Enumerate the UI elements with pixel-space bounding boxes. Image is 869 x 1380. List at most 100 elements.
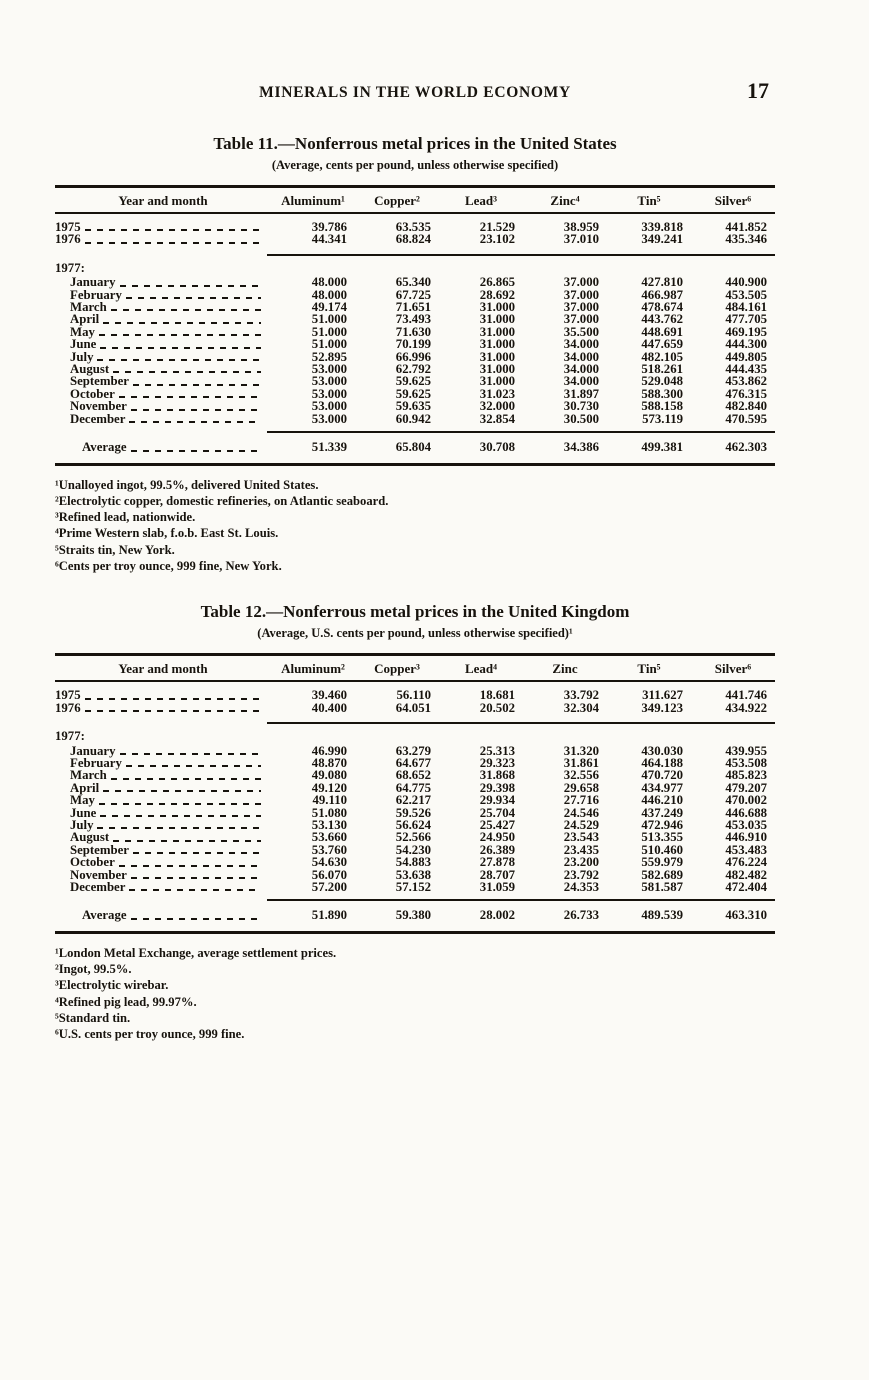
cell-value: 37.000 (563, 300, 599, 315)
cell-value: 33.792 (563, 688, 599, 703)
cell-value: 588.158 (641, 399, 683, 414)
row-label: June (55, 806, 271, 819)
cell-value: 32.304 (563, 700, 599, 715)
table-row-month: December 57.200 57.152 31.059 24.353 581.587 4… (55, 879, 775, 894)
cell-value: 49.174 (311, 300, 347, 315)
column-header: Aluminum² (281, 661, 345, 677)
cell-value: 23.102 (479, 232, 515, 247)
cell-value: 48.000 (311, 287, 347, 302)
cell-value: 64.677 (395, 755, 431, 770)
cell-value: 349.241 (641, 232, 683, 247)
table-row-month: January 48.000 65.340 26.865 37.000 427.810 44… (55, 275, 775, 290)
cell-value: 56.624 (395, 817, 431, 832)
cell-value: 435.346 (725, 232, 767, 247)
row-label-text: 1976 (55, 700, 81, 715)
cell-value: 57.152 (395, 879, 431, 894)
cell-value: 444.435 (725, 362, 767, 377)
cell-value: 510.460 (641, 842, 683, 857)
cell-value: 476.224 (725, 855, 767, 870)
row-label: October (55, 855, 271, 870)
dash-leader (110, 309, 261, 312)
cell-value: 59.380 (395, 908, 431, 923)
dash-leader (98, 802, 261, 805)
cell-value: 37.000 (563, 275, 599, 290)
cell-value: 56.070 (311, 867, 347, 882)
row-label-text: March (70, 768, 107, 783)
cell-value: 446.210 (641, 793, 683, 808)
cell-value: 62.217 (395, 793, 431, 808)
table-row-month: February 48.870 64.677 29.323 31.861 464.188 4… (55, 755, 775, 770)
cell-value: 46.990 (311, 743, 347, 758)
table-row-month: December 53.000 60.942 32.854 30.500 573.119 4… (55, 411, 775, 426)
row-label: February (55, 755, 271, 770)
cell-value: 462.303 (725, 440, 767, 455)
cell-value: 32.854 (479, 411, 515, 426)
cell-value: 476.315 (725, 386, 767, 401)
dash-leader (130, 449, 261, 452)
cell-value: 434.922 (725, 700, 767, 715)
cell-value: 62.792 (395, 362, 431, 377)
dash-leader (103, 321, 261, 324)
dash-leader (125, 297, 261, 300)
footnote: ²Electrolytic copper, domestic refinerie… (55, 493, 389, 508)
row-label: 1975 (55, 220, 271, 234)
row-label-text: February (70, 755, 122, 770)
row-label-text: October (70, 855, 115, 870)
running-head: MINERALS IN THE WORLD ECONOMY (259, 84, 571, 101)
year-rows: 1975 39.786 63.535 21.529 38.959 339.818 441.8… (55, 214, 775, 251)
cell-value: 24.546 (563, 805, 599, 820)
cell-value: 65.340 (395, 275, 431, 290)
row-label: 1975 (55, 689, 271, 702)
cell-value: 311.627 (642, 688, 683, 703)
cell-value: 51.080 (311, 805, 347, 820)
cell-value: 469.195 (725, 324, 767, 339)
cell-value: 59.625 (395, 374, 431, 389)
column-header: Zinc (552, 661, 578, 677)
cell-value: 30.708 (479, 440, 515, 455)
cell-value: 21.529 (479, 220, 515, 234)
row-label: November (55, 868, 271, 881)
row-label: November (55, 400, 271, 413)
row-label: August (55, 362, 271, 376)
cell-value: 453.508 (725, 755, 767, 770)
cell-value: 482.482 (725, 867, 767, 882)
column-header: Silver⁶ (714, 193, 752, 208)
table-12: Year and month Aluminum² Copper³ Lead⁴ Zinc T… (55, 653, 775, 934)
cell-value: 48.000 (311, 275, 347, 290)
cell-value: 437.249 (641, 805, 683, 820)
row-label-text: January (70, 275, 116, 290)
cell-value: 51.339 (311, 440, 347, 455)
cell-value: 31.000 (479, 337, 515, 352)
cell-value: 25.313 (479, 743, 515, 758)
section-year-label: 1977: (55, 261, 775, 274)
table-row-month: October 53.000 59.625 31.023 31.897 588.300 47… (55, 386, 775, 401)
table-11-subtitle: (Average, cents per pound, unless otherw… (271, 158, 559, 172)
dash-leader (130, 917, 261, 920)
cell-value: 443.762 (641, 312, 683, 327)
cell-value: 25.427 (479, 817, 515, 832)
section-year-label: 1977: (55, 729, 775, 742)
cell-value: 34.000 (563, 337, 599, 352)
row-label: January (55, 275, 271, 290)
cell-value: 31.320 (563, 743, 599, 758)
dash-leader (84, 697, 261, 700)
dash-leader (97, 359, 261, 362)
column-header: Copper³ (374, 661, 420, 677)
cell-value: 71.630 (395, 324, 431, 339)
table-row-month: June 51.080 59.526 25.704 24.546 437.249 446.6… (55, 805, 775, 820)
footnote: ⁶U.S. cents per troy ounce, 999 fine. (55, 1027, 245, 1042)
cell-value: 63.535 (395, 220, 431, 234)
cell-value: 24.529 (563, 817, 599, 832)
cell-value: 499.381 (641, 440, 683, 455)
cell-value: 581.587 (641, 879, 683, 894)
cell-value: 26.865 (479, 275, 515, 290)
table-11-title: Table 11.—Nonferrous metal prices in the… (213, 134, 617, 153)
month-rows: January 48.000 65.340 26.865 37.000 427.810 44… (55, 274, 775, 428)
table-row-month: August 53.660 52.566 24.950 23.543 513.355 446… (55, 831, 775, 844)
cell-value: 439.955 (725, 743, 767, 758)
dash-leader (103, 790, 261, 793)
cell-value: 59.625 (395, 386, 431, 401)
cell-value: 430.030 (641, 743, 683, 758)
cell-value: 59.526 (395, 805, 431, 820)
